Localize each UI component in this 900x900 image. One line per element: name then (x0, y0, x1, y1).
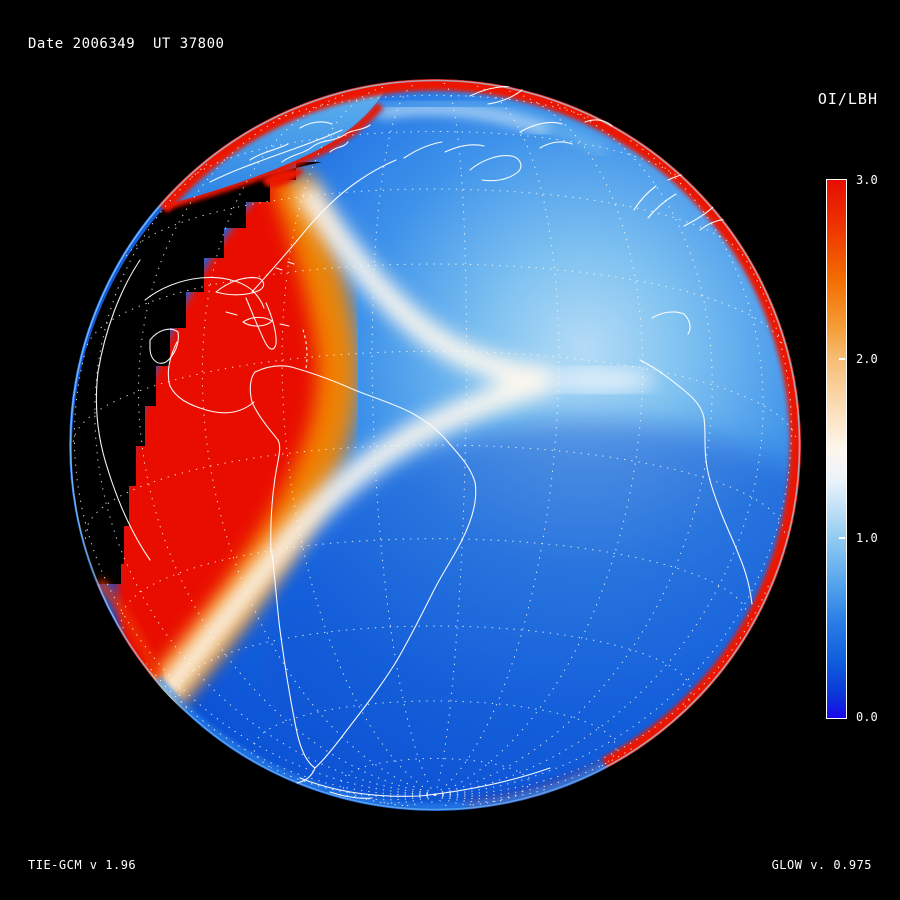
coast-mexico-pacific (95, 259, 151, 561)
coast-west-africa (639, 359, 753, 605)
coast-iceland (584, 119, 613, 127)
coast-puerto-rico (279, 323, 290, 327)
colorbar-title: OI/LBH (817, 90, 878, 108)
date-ut-label: Date 2006349 UT 37800 (28, 36, 225, 52)
tongue-underside-rim (162, 102, 384, 211)
apex-pale-streak (545, 368, 655, 392)
coast-bahamas (275, 261, 295, 271)
colorbar-label-2: 2.0 (856, 352, 878, 366)
coast-hispaniola (242, 316, 273, 327)
coast-central-america (167, 341, 255, 414)
coast-british-isles (633, 185, 677, 219)
colorbar-label-1: 1.0 (856, 531, 878, 545)
model-version-label: TIE-GCM v 1.96 (28, 858, 137, 872)
coast-newfoundland (519, 121, 573, 149)
coast-jamaica (225, 311, 238, 316)
colorbar-tick-2 (839, 358, 845, 360)
red-emission-region (116, 166, 338, 716)
top-limb-wisp (379, 105, 550, 136)
colorbar (826, 179, 847, 719)
polar-cap-tongue (162, 86, 388, 206)
coast-iberia (651, 311, 691, 335)
coast-great-lakes (281, 124, 371, 163)
colorbar-tick-1 (839, 537, 845, 539)
glow-version-label: GLOW v. 0.975 (771, 858, 872, 872)
night-sector (71, 162, 322, 584)
lower-left-rim (95, 577, 163, 680)
coast-us-east (251, 159, 397, 293)
coast-gulf-of-mexico (144, 276, 265, 309)
coast-antarctica (299, 767, 551, 799)
white-transition-band (142, 181, 557, 718)
coast-cuba (215, 277, 265, 296)
coast-tierra-del-fuego (296, 767, 316, 784)
coast-arctic-canada (209, 121, 343, 183)
terminator-red-hook (262, 168, 304, 187)
colorbar-label-0: 0.0 (856, 710, 878, 724)
graticule (72, 82, 798, 808)
bottom-blue-limb (155, 675, 607, 811)
colorbar-label-3: 3.0 (856, 173, 878, 187)
coast-south-america (249, 365, 477, 769)
coast-lesser-antilles (302, 329, 308, 369)
coast-nova-scotia (403, 141, 522, 182)
coastlines (95, 85, 753, 799)
coast-yucatan (149, 328, 179, 364)
coast-florida (245, 297, 277, 350)
